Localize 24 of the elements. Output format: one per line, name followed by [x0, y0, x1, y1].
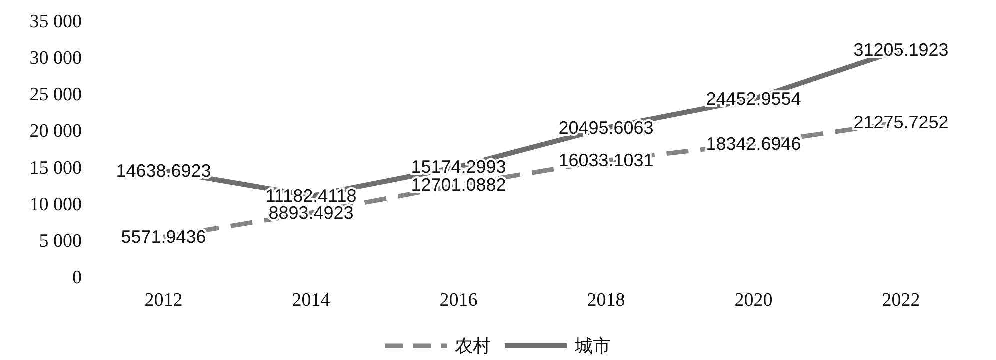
x-tick-label: 2020 — [734, 290, 773, 311]
x-tick-label: 2016 — [440, 290, 478, 311]
legend-label: 城市 — [574, 336, 611, 356]
y-tick-label: 35 000 — [30, 12, 82, 32]
data-label: 12701.0882 — [411, 175, 506, 196]
legend-label: 农村 — [455, 336, 491, 356]
y-tick-label: 20 000 — [30, 121, 82, 142]
x-tick-label: 2012 — [144, 290, 183, 311]
data-label: 16033.1031 — [558, 150, 654, 171]
data-label: 21275.7252 — [854, 112, 949, 132]
data-label: 14638.6923 — [116, 160, 212, 181]
y-tick-label: 25 000 — [30, 84, 82, 106]
y-tick-label: 5 000 — [39, 230, 82, 252]
data-label: 31205.1923 — [854, 40, 949, 60]
y-tick-label: 15 000 — [30, 158, 82, 179]
x-tick-label: 2014 — [292, 290, 331, 311]
x-tick-label: 2018 — [587, 290, 626, 311]
x-tick-label: 2022 — [882, 290, 920, 311]
y-tick-label: 0 — [72, 268, 82, 288]
data-label: 18342.6946 — [706, 134, 802, 154]
y-tick-label: 10 000 — [30, 194, 82, 216]
data-label: 5571.9436 — [121, 227, 206, 248]
data-label: 8893.4923 — [268, 202, 354, 223]
y-tick-label: 30 000 — [30, 48, 82, 70]
